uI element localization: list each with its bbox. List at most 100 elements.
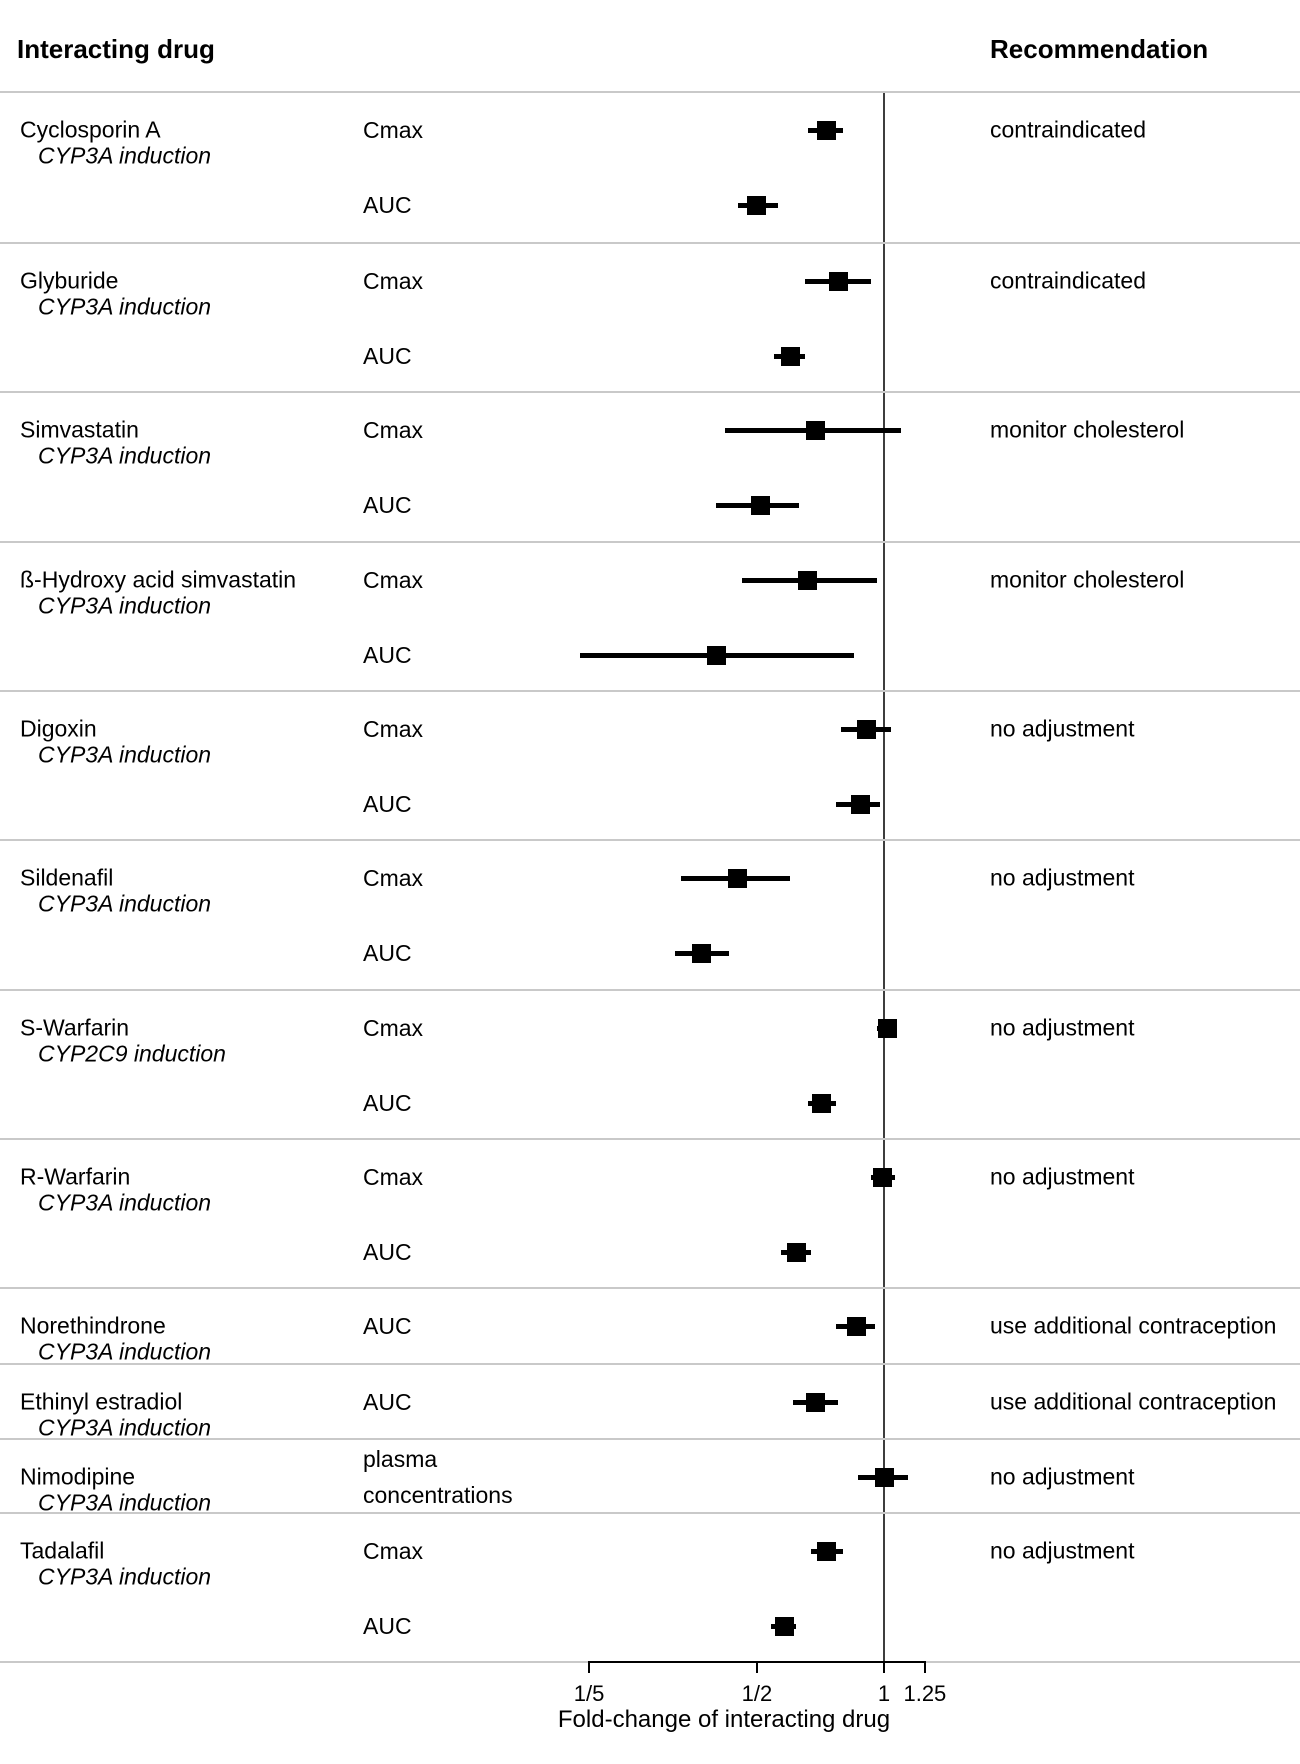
x-axis-tick-label: 1/2 <box>741 1681 773 1706</box>
measure-label: AUC <box>363 1389 412 1415</box>
drug-name: Sildenafil <box>20 864 114 891</box>
measure-label: AUC <box>363 1090 412 1116</box>
x-axis-title: Fold-change of interacting drug <box>557 1706 891 1733</box>
recommendation: use additional contraception <box>990 1312 1277 1339</box>
section-divider <box>0 989 1300 991</box>
x-axis-tick <box>923 1661 926 1673</box>
drug-mechanism: CYP3A induction <box>38 741 212 768</box>
section-divider <box>0 690 1300 692</box>
point-estimate-marker <box>874 1467 894 1487</box>
column-header-interacting-drug: Interacting drug <box>17 34 215 64</box>
point-estimate-marker <box>728 868 748 888</box>
drug-name: Nimodipine <box>20 1463 136 1490</box>
point-estimate-marker <box>811 1093 831 1113</box>
section-divider <box>0 541 1300 543</box>
drug-name: S-Warfarin <box>20 1014 130 1041</box>
section-divider <box>0 242 1300 244</box>
drug-mechanism: CYP3A induction <box>38 592 212 619</box>
drug-mechanism: CYP2C9 induction <box>38 1040 226 1067</box>
recommendation: no adjustment <box>990 1014 1135 1041</box>
section-divider <box>0 1138 1300 1140</box>
x-axis-tick <box>755 1661 758 1673</box>
point-estimate-marker <box>878 1018 898 1038</box>
point-estimate-marker <box>816 120 836 140</box>
measure-label: Cmax <box>363 117 424 143</box>
recommendation: no adjustment <box>990 1163 1135 1190</box>
measure-label: AUC <box>363 940 412 966</box>
drug-mechanism: CYP3A induction <box>38 1563 212 1590</box>
column-header-recommendation: Recommendation <box>990 34 1209 64</box>
measure-label: AUC <box>363 1239 412 1265</box>
drug-mechanism: CYP3A induction <box>38 1338 212 1365</box>
drug-name: Norethindrone <box>20 1312 166 1339</box>
point-estimate-marker <box>806 1392 826 1412</box>
measure-label: Cmax <box>363 1538 424 1564</box>
recommendation: contraindicated <box>990 116 1146 143</box>
drug-name: ß-Hydroxy acid simvastatin <box>20 566 297 593</box>
measure-label: Cmax <box>363 865 424 891</box>
recommendation: monitor cholesterol <box>990 566 1185 593</box>
point-estimate-marker <box>846 1316 866 1336</box>
recommendation: no adjustment <box>990 864 1135 891</box>
section-divider <box>0 839 1300 841</box>
point-estimate-marker <box>816 1541 836 1561</box>
measure-label: AUC <box>363 642 412 668</box>
point-estimate-marker <box>857 719 877 739</box>
measure-label: Cmax <box>363 1164 424 1190</box>
drug-mechanism: CYP3A induction <box>38 142 212 169</box>
drug-name: Ethinyl estradiol <box>20 1388 183 1415</box>
point-estimate-marker <box>806 420 826 440</box>
measure-label: AUC <box>363 1613 412 1639</box>
drug-name: Simvastatin <box>20 416 139 443</box>
point-estimate-marker <box>780 346 800 366</box>
measure-label: AUC <box>363 343 412 369</box>
drug-name: Digoxin <box>20 715 97 742</box>
recommendation: use additional contraception <box>990 1388 1277 1415</box>
drug-mechanism: CYP3A induction <box>38 293 212 320</box>
measure-label: Cmax <box>363 567 424 593</box>
measure-label: AUC <box>363 1313 412 1339</box>
section-divider <box>0 1438 1300 1440</box>
drug-name: Glyburide <box>20 267 119 294</box>
point-estimate-marker <box>828 271 848 291</box>
point-estimate-marker <box>872 1167 892 1187</box>
recommendation: contraindicated <box>990 267 1146 294</box>
measure-label: AUC <box>363 192 412 218</box>
point-estimate-marker <box>786 1242 806 1262</box>
point-estimate-marker <box>747 195 767 215</box>
point-estimate-marker <box>798 570 818 590</box>
recommendation: monitor cholesterol <box>990 416 1185 443</box>
recommendation: no adjustment <box>990 715 1135 742</box>
x-axis-tick-label: 1/5 <box>573 1681 605 1706</box>
recommendation: no adjustment <box>990 1537 1135 1564</box>
measure-label: Cmax <box>363 417 424 443</box>
measure-label: AUC <box>363 791 412 817</box>
drug-name: Tadalafil <box>20 1537 105 1564</box>
measure-label: Cmax <box>363 716 424 742</box>
measure-label: Cmax <box>363 1015 424 1041</box>
drug-mechanism: CYP3A induction <box>38 1189 212 1216</box>
measure-label: AUC <box>363 492 412 518</box>
section-divider <box>0 1287 1300 1289</box>
measure-label: plasma concentrations <box>363 1446 513 1508</box>
drug-name: Cyclosporin A <box>20 116 161 143</box>
x-axis-tick <box>588 1661 591 1673</box>
drug-mechanism: CYP3A induction <box>38 1489 212 1516</box>
drug-name: R-Warfarin <box>20 1163 131 1190</box>
measure-label: Cmax <box>363 268 424 294</box>
point-estimate-marker <box>692 943 712 963</box>
x-axis-tick-label: 1 <box>877 1681 891 1706</box>
drug-mechanism: CYP3A induction <box>38 442 212 469</box>
section-divider <box>0 1512 1300 1514</box>
drug-mechanism: CYP3A induction <box>38 1414 212 1441</box>
point-estimate-marker <box>774 1616 794 1636</box>
x-axis-tick-label: 1.25 <box>903 1681 947 1706</box>
recommendation: no adjustment <box>990 1463 1135 1490</box>
point-estimate-marker <box>706 645 726 665</box>
point-estimate-marker <box>851 794 871 814</box>
point-estimate-marker <box>751 495 771 515</box>
reference-line-fold-change-1 <box>883 92 885 1662</box>
x-axis-tick <box>883 1661 885 1673</box>
section-divider <box>0 391 1300 393</box>
